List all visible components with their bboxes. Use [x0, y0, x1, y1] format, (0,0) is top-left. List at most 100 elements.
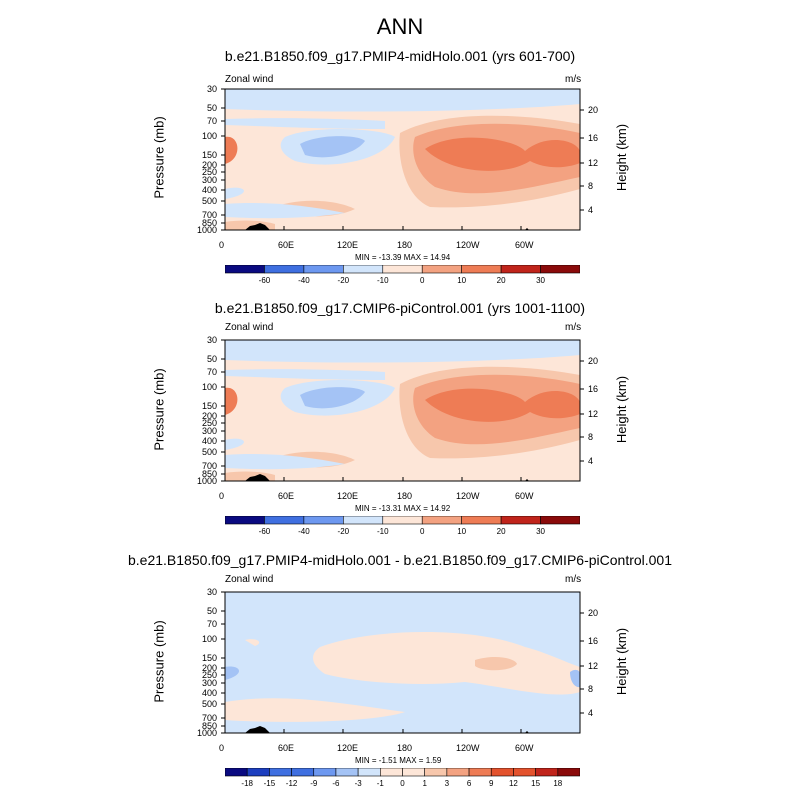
panel-2-contour-region-13 — [225, 454, 345, 470]
panel-2-colorbar-label: -10 — [376, 527, 389, 536]
panel-1-colorbar: -60 -40 -20 -10 0 10 20 30 — [225, 265, 580, 289]
panel-1-contour-region-11 — [300, 136, 365, 158]
panel-2-contour-region-12 — [225, 438, 244, 450]
panel-1-y-right-tick-label: 20 — [588, 105, 599, 115]
panel-2-y-tick-label: 300 — [201, 426, 217, 436]
panel-2-colorbar-box — [382, 516, 423, 525]
panel-1-colorbar-box — [421, 265, 462, 274]
panel-1-colorbar-box — [343, 265, 384, 274]
panel-1-contour-field — [221, 88, 584, 231]
panel-1-y-tick-label: 30 — [206, 84, 217, 94]
panel-3-y-tick-label: 100 — [201, 634, 217, 644]
panel-3-y-tick-label: 150 — [201, 653, 217, 663]
panel-1-colorbar-label: 10 — [457, 276, 467, 285]
panel-1-units: m/s — [565, 74, 582, 85]
panel-3-y-tick-label: 500 — [201, 699, 217, 709]
panel-3-colorbar-label: 3 — [444, 779, 450, 788]
panel-3-colorbar-label: -18 — [241, 779, 253, 788]
panel-3-colorbar-box — [291, 768, 315, 777]
panel-3-stats: MIN = -1.51 MAX = 1.59 — [355, 756, 442, 765]
panel-1-contour-region-12 — [225, 187, 244, 199]
panel-1-colorbar-box — [500, 265, 541, 274]
panel-1-title: b.e21.B1850.f09_g17.PMIP4-midHolo.001 (y… — [224, 48, 576, 64]
panel-1-x-tick-label: 60W — [515, 240, 534, 250]
panel-3-y-right-tick-label: 4 — [588, 708, 594, 718]
panel-2-colorbar-box — [421, 516, 462, 525]
panel-1-y-tick-label: 150 — [201, 150, 217, 160]
panel-3-x-tick-label: 120W — [456, 743, 480, 753]
panel-3-colorbar-label: 12 — [508, 779, 518, 788]
panel-2-title: b.e21.B1850.f09_g17.CMIP6-piControl.001 … — [214, 300, 586, 316]
panel-2-contour-region-4 — [425, 388, 580, 422]
panel-2-colorbar-box — [540, 516, 580, 525]
panel-3-colorbar-box — [468, 768, 492, 777]
panel-3-x-tick-label: 180 — [397, 743, 413, 753]
panel-3-colorbar-label: -12 — [285, 779, 298, 788]
panel-1-y-right-tick-label: 12 — [588, 158, 599, 168]
panel-3-contour-region-4 — [245, 639, 260, 646]
panel-1-y-tick-label: 50 — [206, 103, 217, 113]
panel-2-y-tick-label: 250 — [201, 418, 217, 428]
panel-1-y-tick-label: 70 — [206, 116, 217, 126]
panel-2-y-tick-label: 500 — [201, 447, 217, 457]
panel-1-colorbar-box — [461, 265, 502, 274]
panel-3-y-tick-label: 30 — [206, 587, 217, 597]
panel-3-contour-field — [221, 591, 584, 734]
panel-1-y-tick-label: 1000 — [196, 225, 217, 235]
panel-1-colorbar-box — [303, 265, 344, 274]
panel-1-colorbar-box — [225, 265, 265, 274]
panel-2-y-tick-label: 30 — [206, 335, 217, 345]
panel-2-y-right-tick-label: 16 — [588, 384, 599, 394]
panel-2-x-tick-label: 180 — [397, 491, 413, 501]
panel-3-colorbar-box — [335, 768, 359, 777]
panel-3-units: m/s — [565, 574, 582, 585]
panel-1-y-tick-label: 700 — [201, 210, 217, 220]
panel-2-y-tick-label: 700 — [201, 461, 217, 471]
panel-3-title: b.e21.B1850.f09_g17.PMIP4-midHolo.001 - … — [127, 552, 673, 568]
panel-2-x-tick-label: 120E — [337, 491, 359, 501]
panel-2-colorbar-label: -60 — [258, 527, 271, 536]
panel-3-x-tick-label: 60W — [515, 743, 534, 753]
panel-1-left-string: Zonal wind — [225, 74, 274, 85]
panel-1-ylabel: Pressure (mb) — [151, 116, 167, 199]
panel-2-colorbar-label: 30 — [536, 527, 545, 536]
panel-1-colorbar-label: 20 — [496, 276, 506, 285]
panel-3-contour-region-5 — [475, 657, 517, 671]
panel-2-stats: MIN = -13.31 MAX = 14.92 — [355, 504, 451, 513]
panel-3-left-string: Zonal wind — [225, 574, 274, 585]
panel-3-y-right-tick-label: 8 — [588, 684, 594, 694]
panel-3-colorbar-label: 1 — [422, 779, 427, 788]
panel-1-y-tick-label: 500 — [201, 196, 217, 206]
panel-3-contour-region-3 — [225, 698, 405, 722]
panel-1-y-tick-label: 250 — [201, 167, 217, 177]
panel-3-x-tick-label: 60E — [278, 743, 295, 753]
panel-3-x-tick-label: 120E — [337, 743, 359, 753]
panel-1-colorbar-label: -10 — [376, 276, 389, 285]
panel-3-y-right-tick-label: 16 — [588, 636, 599, 646]
panel-3-y-right-tick-label: 12 — [588, 661, 599, 671]
panel-1-x-tick-label: 0 — [219, 240, 225, 250]
panel-2-y-tick-label: 1000 — [196, 476, 217, 486]
panel-1-x-tick-label: 60E — [278, 240, 295, 250]
panel-2-y-tick-label: 100 — [201, 382, 217, 392]
panel-2-y-right-tick-label: 12 — [588, 409, 599, 419]
panel-2-left-string: Zonal wind — [225, 322, 274, 333]
panel-2-x-tick-label: 120W — [456, 491, 480, 501]
panel-3-y-tick-label: 700 — [201, 713, 217, 723]
panel-3-colorbar-box — [225, 768, 248, 777]
panel-1-y-right-tick-label: 16 — [588, 133, 599, 143]
panel-2-colorbar-boxes — [225, 516, 580, 525]
panel-1-ylabel-right: Height (km) — [614, 123, 630, 192]
panel-1-colorbar-box — [264, 265, 305, 274]
panel-1-colorbar-boxes — [225, 265, 580, 274]
panel-3-colorbar-label: -1 — [376, 779, 384, 788]
panel-3-contour-region-7 — [570, 669, 580, 688]
panel-3-plot: 0 60E 120E 180 120W 60W 30 50 70 100 150 200 250 300 4… — [197, 587, 598, 753]
panel-3-colorbar: -18 -15 -12 -9 -6 -3 -1 0 1 3 6 9 12 15 18 — [225, 768, 580, 792]
panel-1-x-tick-label: 180 — [397, 240, 413, 250]
panel-1-y-tick-label: 300 — [201, 175, 217, 185]
panel-3-colorbar-label: 0 — [400, 779, 405, 788]
panel-2-colorbar-box — [303, 516, 344, 525]
panel-3-colorbar-label: 6 — [466, 779, 472, 788]
panel-1-plot: 0 60E 120E 180 120W 60W 30 50 70 100 150 200 250 300 4… — [197, 84, 598, 250]
